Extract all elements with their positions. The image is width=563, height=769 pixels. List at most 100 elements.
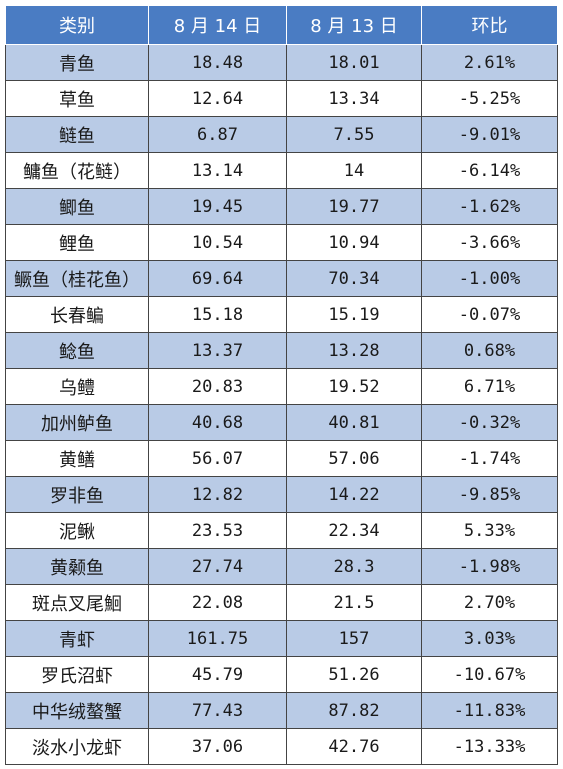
- aug13-price-cell: 28.3: [286, 548, 422, 585]
- table-row: 黄鳝 56.07 57.06 -1.74%: [5, 440, 558, 477]
- aug14-price-cell: 69.64: [148, 260, 287, 297]
- aug13-price-cell: 40.81: [286, 404, 422, 441]
- category-cell: 黄鳝: [5, 440, 149, 477]
- aug14-price-cell: 45.79: [148, 656, 287, 693]
- category-cell: 鲫鱼: [5, 188, 149, 225]
- aug13-price-cell: 57.06: [286, 440, 422, 477]
- aug13-price-cell: 70.34: [286, 260, 422, 297]
- table-row: 乌鳢 20.83 19.52 6.71%: [5, 368, 558, 405]
- category-cell: 鳙鱼（花鲢）: [5, 152, 149, 189]
- change-cell: -1.00%: [421, 260, 558, 297]
- category-cell: 青鱼: [5, 44, 149, 81]
- header-category: 类别: [5, 5, 149, 45]
- aug13-price-cell: 87.82: [286, 692, 422, 729]
- aug14-price-cell: 22.08: [148, 584, 287, 621]
- aug14-price-cell: 77.43: [148, 692, 287, 729]
- category-cell: 青虾: [5, 620, 149, 657]
- table-row: 鲶鱼 13.37 13.28 0.68%: [5, 332, 558, 369]
- change-cell: 6.71%: [421, 368, 558, 405]
- change-cell: 3.03%: [421, 620, 558, 657]
- aug14-price-cell: 18.48: [148, 44, 287, 81]
- table-row: 鳜鱼（桂花鱼） 69.64 70.34 -1.00%: [5, 260, 558, 297]
- aug13-price-cell: 14: [286, 152, 422, 189]
- aug13-price-cell: 19.77: [286, 188, 422, 225]
- table-row: 淡水小龙虾 37.06 42.76 -13.33%: [5, 728, 558, 765]
- table-row: 青鱼 18.48 18.01 2.61%: [5, 44, 558, 81]
- change-cell: -1.74%: [421, 440, 558, 477]
- change-cell: -3.66%: [421, 224, 558, 261]
- aug13-price-cell: 7.55: [286, 116, 422, 153]
- aug14-price-cell: 19.45: [148, 188, 287, 225]
- table-row: 鲫鱼 19.45 19.77 -1.62%: [5, 188, 558, 225]
- change-cell: -1.62%: [421, 188, 558, 225]
- change-cell: 5.33%: [421, 512, 558, 549]
- aug14-price-cell: 15.18: [148, 296, 287, 333]
- table-row: 罗氏沼虾 45.79 51.26 -10.67%: [5, 656, 558, 693]
- table-row: 斑点叉尾鮰 22.08 21.5 2.70%: [5, 584, 558, 621]
- table-row: 黄颡鱼 27.74 28.3 -1.98%: [5, 548, 558, 585]
- header-aug13: 8 月 13 日: [286, 5, 422, 45]
- aug14-price-cell: 27.74: [148, 548, 287, 585]
- aug13-price-cell: 15.19: [286, 296, 422, 333]
- category-cell: 斑点叉尾鮰: [5, 584, 149, 621]
- change-cell: 0.68%: [421, 332, 558, 369]
- aug13-price-cell: 10.94: [286, 224, 422, 261]
- table-row: 鲢鱼 6.87 7.55 -9.01%: [5, 116, 558, 153]
- category-cell: 中华绒螯蟹: [5, 692, 149, 729]
- change-cell: 2.61%: [421, 44, 558, 81]
- aug13-price-cell: 18.01: [286, 44, 422, 81]
- category-cell: 长春鳊: [5, 296, 149, 333]
- aug13-price-cell: 157: [286, 620, 422, 657]
- change-cell: 2.70%: [421, 584, 558, 621]
- table-row: 长春鳊 15.18 15.19 -0.07%: [5, 296, 558, 333]
- change-cell: -9.01%: [421, 116, 558, 153]
- change-cell: -11.83%: [421, 692, 558, 729]
- aug13-price-cell: 51.26: [286, 656, 422, 693]
- category-cell: 乌鳢: [5, 368, 149, 405]
- category-cell: 加州鲈鱼: [5, 404, 149, 441]
- aug14-price-cell: 56.07: [148, 440, 287, 477]
- aug14-price-cell: 12.82: [148, 476, 287, 513]
- table-row: 青虾 161.75 157 3.03%: [5, 620, 558, 657]
- change-cell: -6.14%: [421, 152, 558, 189]
- aug13-price-cell: 14.22: [286, 476, 422, 513]
- change-cell: -0.32%: [421, 404, 558, 441]
- aug14-price-cell: 37.06: [148, 728, 287, 765]
- aug14-price-cell: 23.53: [148, 512, 287, 549]
- aug13-price-cell: 13.34: [286, 80, 422, 117]
- aug13-price-cell: 19.52: [286, 368, 422, 405]
- category-cell: 泥鳅: [5, 512, 149, 549]
- table-row: 罗非鱼 12.82 14.22 -9.85%: [5, 476, 558, 513]
- category-cell: 鳜鱼（桂花鱼）: [5, 260, 149, 297]
- aug14-price-cell: 161.75: [148, 620, 287, 657]
- change-cell: -9.85%: [421, 476, 558, 513]
- price-table: 类别 8 月 14 日 8 月 13 日 环比 青鱼 18.48 18.01 2.61…: [5, 5, 558, 765]
- header-row: 类别 8 月 14 日 8 月 13 日 环比: [5, 5, 558, 45]
- category-cell: 鲢鱼: [5, 116, 149, 153]
- table-row: 鲤鱼 10.54 10.94 -3.66%: [5, 224, 558, 261]
- category-cell: 草鱼: [5, 80, 149, 117]
- category-cell: 黄颡鱼: [5, 548, 149, 585]
- category-cell: 淡水小龙虾: [5, 728, 149, 765]
- table-row: 鳙鱼（花鲢） 13.14 14 -6.14%: [5, 152, 558, 189]
- table-row: 中华绒螯蟹 77.43 87.82 -11.83%: [5, 692, 558, 729]
- aug14-price-cell: 12.64: [148, 80, 287, 117]
- category-cell: 鲶鱼: [5, 332, 149, 369]
- change-cell: -5.25%: [421, 80, 558, 117]
- header-aug14: 8 月 14 日: [148, 5, 287, 45]
- change-cell: -1.98%: [421, 548, 558, 585]
- aug14-price-cell: 13.14: [148, 152, 287, 189]
- aug14-price-cell: 13.37: [148, 332, 287, 369]
- aug13-price-cell: 13.28: [286, 332, 422, 369]
- category-cell: 鲤鱼: [5, 224, 149, 261]
- change-cell: -13.33%: [421, 728, 558, 765]
- table-row: 草鱼 12.64 13.34 -5.25%: [5, 80, 558, 117]
- change-cell: -10.67%: [421, 656, 558, 693]
- header-change: 环比: [421, 5, 558, 45]
- aug13-price-cell: 42.76: [286, 728, 422, 765]
- change-cell: -0.07%: [421, 296, 558, 333]
- aug14-price-cell: 40.68: [148, 404, 287, 441]
- category-cell: 罗氏沼虾: [5, 656, 149, 693]
- aug13-price-cell: 22.34: [286, 512, 422, 549]
- table-row: 加州鲈鱼 40.68 40.81 -0.32%: [5, 404, 558, 441]
